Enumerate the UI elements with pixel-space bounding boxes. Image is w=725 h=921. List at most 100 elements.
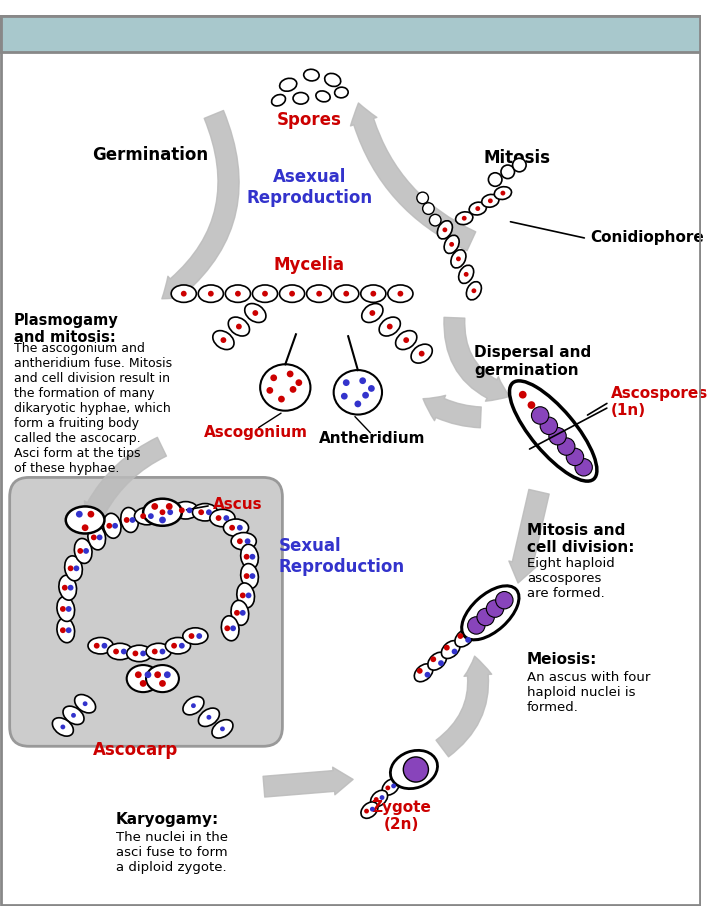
- Circle shape: [164, 671, 170, 678]
- Circle shape: [496, 591, 513, 609]
- Circle shape: [278, 396, 285, 402]
- Ellipse shape: [379, 317, 400, 336]
- Circle shape: [575, 459, 592, 476]
- Ellipse shape: [362, 304, 383, 322]
- Circle shape: [403, 337, 409, 343]
- Circle shape: [196, 633, 202, 639]
- Circle shape: [370, 291, 376, 297]
- Circle shape: [289, 291, 295, 297]
- Circle shape: [417, 192, 428, 204]
- Ellipse shape: [223, 519, 249, 536]
- Circle shape: [488, 198, 493, 204]
- Circle shape: [140, 513, 146, 519]
- Circle shape: [188, 633, 194, 639]
- Ellipse shape: [245, 304, 266, 322]
- Ellipse shape: [451, 250, 466, 268]
- Ellipse shape: [510, 381, 597, 481]
- Circle shape: [154, 671, 161, 678]
- Ellipse shape: [414, 664, 433, 682]
- Ellipse shape: [241, 564, 258, 589]
- Ellipse shape: [192, 504, 217, 521]
- Circle shape: [456, 256, 461, 262]
- Ellipse shape: [212, 719, 233, 738]
- Ellipse shape: [237, 583, 254, 608]
- Ellipse shape: [65, 556, 83, 581]
- Text: Mitosis and
cell division:: Mitosis and cell division:: [527, 523, 634, 555]
- Text: Asexual
Reproduction: Asexual Reproduction: [247, 168, 373, 206]
- Circle shape: [121, 648, 127, 655]
- Ellipse shape: [225, 285, 251, 302]
- Circle shape: [549, 427, 566, 445]
- Ellipse shape: [325, 74, 341, 87]
- Circle shape: [374, 797, 378, 802]
- Circle shape: [419, 351, 425, 356]
- Text: Ascus: Ascus: [212, 497, 262, 512]
- Circle shape: [500, 191, 505, 195]
- Circle shape: [290, 386, 297, 392]
- Ellipse shape: [241, 544, 258, 569]
- Ellipse shape: [127, 646, 152, 661]
- Circle shape: [386, 786, 390, 790]
- Text: Ascospores
(1n): Ascospores (1n): [611, 386, 708, 418]
- Circle shape: [237, 525, 243, 530]
- Text: Ascomycete Life Cycle: Ascomycete Life Cycle: [228, 24, 473, 43]
- Ellipse shape: [52, 717, 73, 736]
- Ellipse shape: [104, 513, 121, 538]
- Circle shape: [486, 600, 504, 617]
- Circle shape: [88, 511, 94, 518]
- Circle shape: [140, 680, 146, 687]
- Circle shape: [296, 379, 302, 386]
- Ellipse shape: [316, 91, 330, 102]
- Circle shape: [82, 524, 88, 531]
- Ellipse shape: [481, 194, 499, 207]
- Ellipse shape: [396, 331, 417, 350]
- Ellipse shape: [183, 628, 208, 645]
- Circle shape: [83, 701, 88, 706]
- Circle shape: [78, 548, 83, 554]
- Text: Germination: Germination: [92, 146, 208, 164]
- Ellipse shape: [66, 507, 104, 533]
- Circle shape: [235, 291, 241, 297]
- Circle shape: [60, 606, 66, 612]
- Ellipse shape: [466, 282, 481, 300]
- Circle shape: [252, 310, 258, 316]
- Circle shape: [234, 610, 240, 616]
- FancyArrowPatch shape: [350, 103, 476, 251]
- Text: Eight haploid
ascospores
are formed.: Eight haploid ascospores are formed.: [527, 556, 615, 600]
- Ellipse shape: [134, 507, 160, 525]
- Ellipse shape: [411, 344, 432, 363]
- Text: Sexual
Reproduction: Sexual Reproduction: [278, 537, 405, 577]
- Circle shape: [244, 554, 249, 560]
- FancyArrowPatch shape: [436, 656, 492, 757]
- Circle shape: [215, 515, 221, 521]
- Circle shape: [476, 206, 480, 211]
- Circle shape: [316, 291, 322, 297]
- Circle shape: [558, 437, 575, 455]
- Text: Mitosis: Mitosis: [484, 149, 551, 168]
- Ellipse shape: [455, 212, 473, 225]
- Ellipse shape: [88, 637, 113, 654]
- Circle shape: [431, 657, 436, 662]
- Circle shape: [370, 807, 375, 811]
- Circle shape: [73, 565, 79, 571]
- Circle shape: [368, 385, 375, 391]
- Circle shape: [60, 725, 65, 729]
- Circle shape: [462, 216, 467, 221]
- Circle shape: [397, 291, 403, 297]
- Circle shape: [246, 592, 252, 599]
- Ellipse shape: [154, 504, 179, 521]
- Ellipse shape: [127, 665, 160, 692]
- Circle shape: [220, 337, 226, 343]
- Circle shape: [181, 291, 186, 297]
- Circle shape: [71, 713, 76, 717]
- FancyBboxPatch shape: [9, 477, 283, 746]
- Circle shape: [237, 539, 243, 544]
- Ellipse shape: [293, 92, 309, 104]
- Ellipse shape: [280, 78, 297, 91]
- Ellipse shape: [444, 235, 459, 253]
- Text: Antheridium: Antheridium: [319, 431, 426, 447]
- Circle shape: [148, 513, 154, 519]
- Text: An ascus with four
haploid nuclei is
formed.: An ascus with four haploid nuclei is for…: [527, 670, 650, 714]
- Circle shape: [540, 417, 558, 435]
- FancyArrowPatch shape: [263, 767, 353, 797]
